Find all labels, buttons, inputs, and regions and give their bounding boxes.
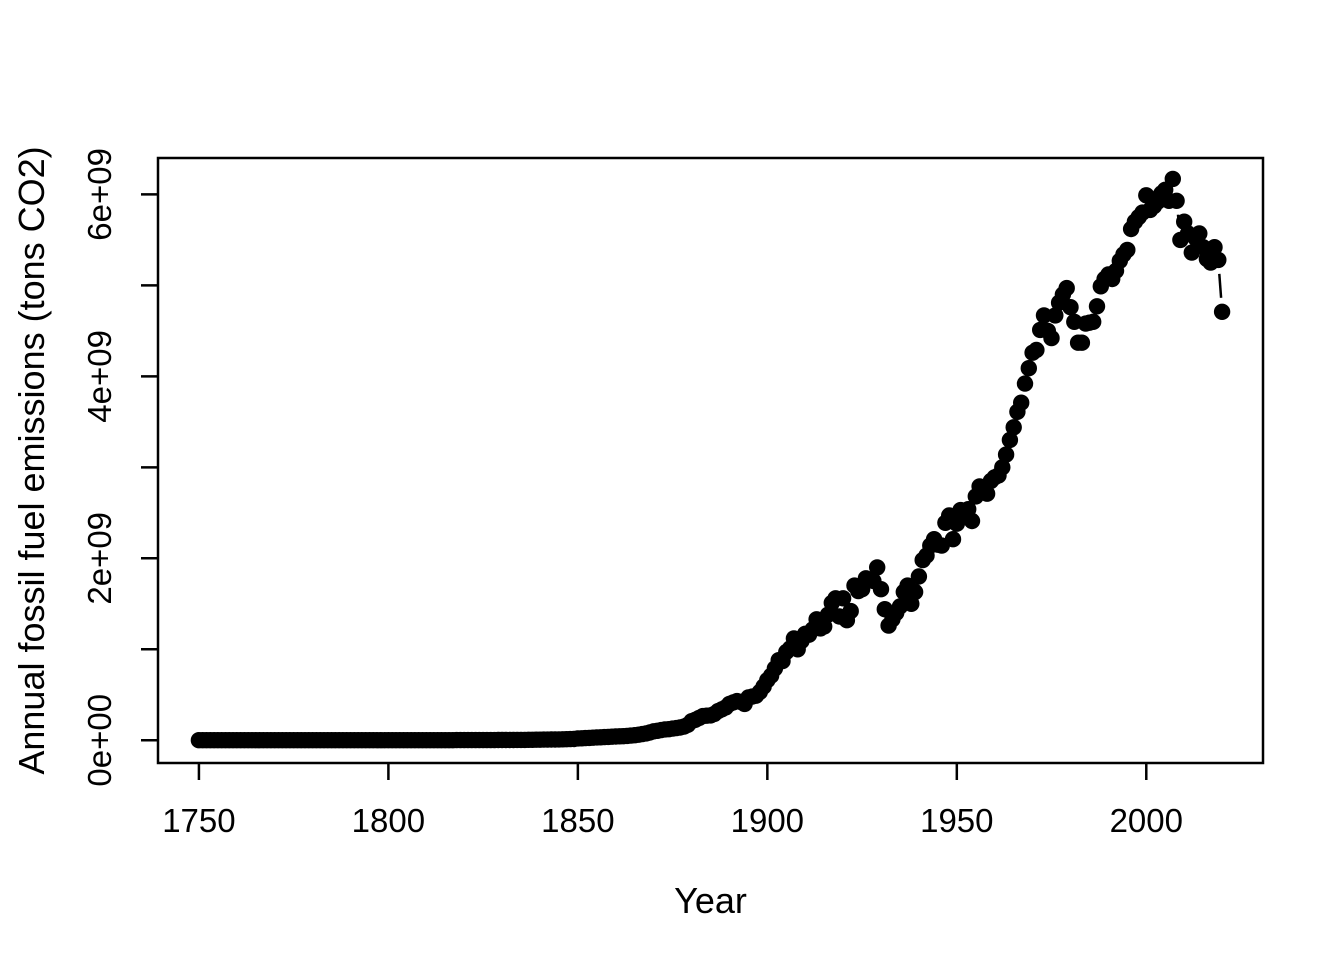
data-point [1191,225,1208,242]
data-point [1164,170,1182,188]
data-point [1058,279,1075,297]
data-point [872,581,890,598]
data-point [1210,251,1227,269]
data-point [944,531,962,548]
x-tick-label: 2000 [1110,802,1183,839]
y-tick-label: 0e+00 [81,694,118,787]
data-point [1020,360,1037,377]
data-point [997,446,1015,463]
data-points [190,170,1231,749]
data-point [1001,431,1019,449]
data-point [1206,239,1223,256]
data-point [1213,303,1231,320]
data-point [1016,375,1034,392]
data-point [906,583,924,601]
data-point [834,590,852,607]
data-point [1013,394,1030,411]
data-point [1062,299,1079,316]
y-axis: 0e+00 2e+09 4e+09 6e+09 [81,148,158,787]
x-tick-label: 1950 [920,802,993,839]
x-axis: 1750 1800 1850 1900 1950 2000 [162,763,1183,839]
x-tick-label: 1750 [162,802,235,839]
y-axis-title: Annual fossil fuel emissions (tons CO2) [11,146,52,774]
data-point [842,602,859,620]
x-tick-label: 1900 [731,802,804,839]
data-point [963,512,981,530]
data-point [1035,307,1053,324]
data-point [978,485,996,502]
data-point [1047,307,1064,324]
data-point [1088,298,1106,315]
y-tick-label: 4e+09 [81,330,118,423]
data-point [1028,341,1045,359]
data-point [1005,419,1022,436]
data-point [1085,313,1102,330]
y-tick-label: 6e+09 [81,148,118,241]
plot-box [156,156,1265,765]
data-point [1168,192,1185,209]
y-tick-label: 2e+09 [81,512,118,605]
x-tick-label: 1800 [352,802,425,839]
gap-connector-line [1218,273,1223,298]
data-point [1073,334,1091,351]
data-point [869,559,886,576]
data-point [994,459,1011,476]
data-point [910,568,928,585]
data-point [1043,329,1060,347]
x-axis-title: Year [674,880,747,921]
x-tick-label: 1850 [541,802,614,839]
data-point [1119,241,1136,259]
